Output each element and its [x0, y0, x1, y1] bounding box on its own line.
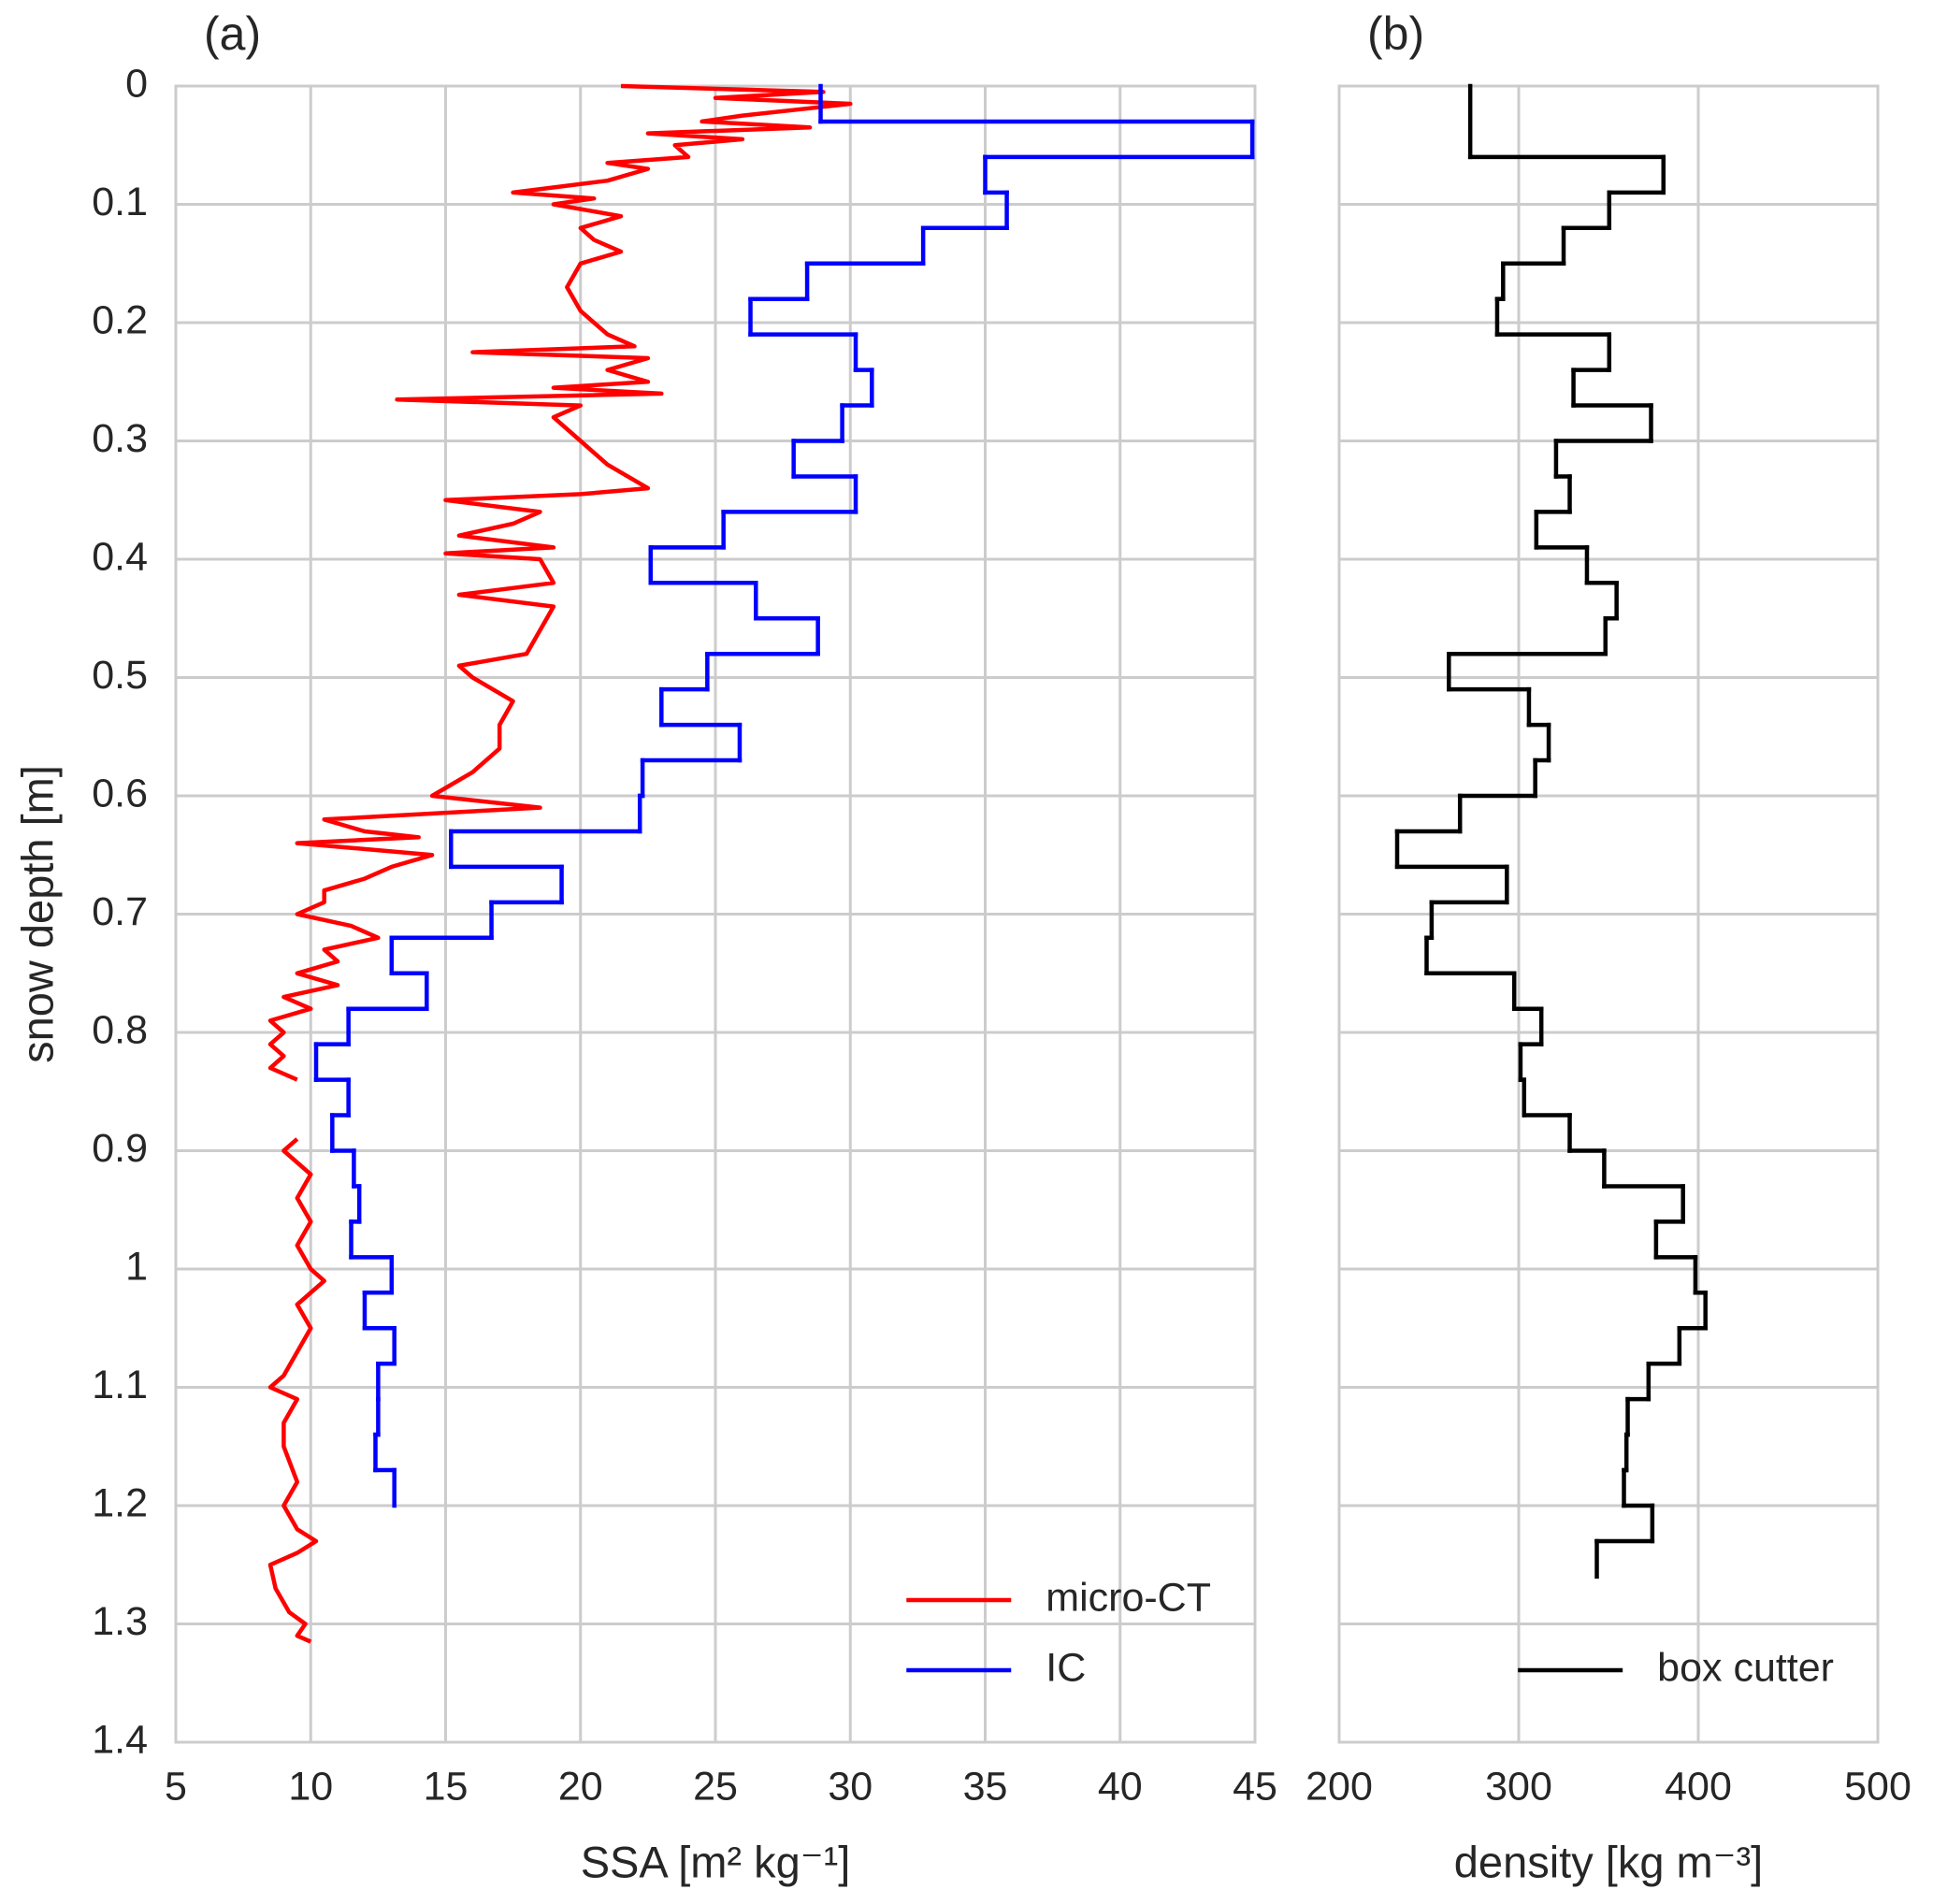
x-axis-label: SSA [m² kg⁻¹] — [581, 1837, 851, 1886]
y-axis-label: snow depth [m] — [12, 765, 62, 1063]
y-tick-label: 1.4 — [92, 1717, 148, 1762]
y-tick-label: 0.1 — [92, 180, 148, 224]
y-tick-label: 1.1 — [92, 1363, 148, 1407]
legend-label: box cutter — [1657, 1645, 1834, 1690]
y-tick-label: 0.7 — [92, 889, 148, 934]
y-tick-label: 0.5 — [92, 653, 148, 698]
profile-line — [267, 83, 853, 1644]
x-tick-label: 300 — [1485, 1764, 1552, 1809]
y-tick-label: 0.9 — [92, 1126, 148, 1171]
panel-title: (a) — [204, 7, 261, 60]
x-axis-label: density [kg m⁻³] — [1454, 1837, 1763, 1886]
x-tick-label: 20 — [558, 1764, 603, 1809]
y-tick-label: 0.6 — [92, 771, 148, 815]
x-tick-label: 200 — [1305, 1764, 1373, 1809]
y-tick-label: 1.2 — [92, 1480, 148, 1525]
legend-label: IC — [1046, 1645, 1086, 1690]
x-tick-label: 45 — [1233, 1764, 1277, 1809]
x-tick-label: 400 — [1665, 1764, 1732, 1809]
y-tick-label: 0.2 — [92, 297, 148, 342]
x-tick-label: 30 — [828, 1764, 873, 1809]
x-tick-label: 10 — [288, 1764, 333, 1809]
x-tick-label: 25 — [693, 1764, 738, 1809]
legend-label: micro-CT — [1046, 1575, 1211, 1620]
x-tick-label: 5 — [165, 1764, 187, 1809]
y-tick-label: 0.8 — [92, 1007, 148, 1052]
y-tick-label: 0 — [125, 61, 148, 106]
x-tick-label: 500 — [1844, 1764, 1911, 1809]
x-tick-label: 15 — [424, 1764, 469, 1809]
y-tick-label: 0.4 — [92, 534, 148, 579]
panel-title: (b) — [1367, 7, 1424, 60]
y-tick-label: 1 — [125, 1244, 148, 1289]
y-tick-label: 0.3 — [92, 416, 148, 461]
y-tick-label: 1.3 — [92, 1599, 148, 1644]
x-tick-label: 40 — [1098, 1764, 1143, 1809]
x-tick-label: 35 — [963, 1764, 1008, 1809]
